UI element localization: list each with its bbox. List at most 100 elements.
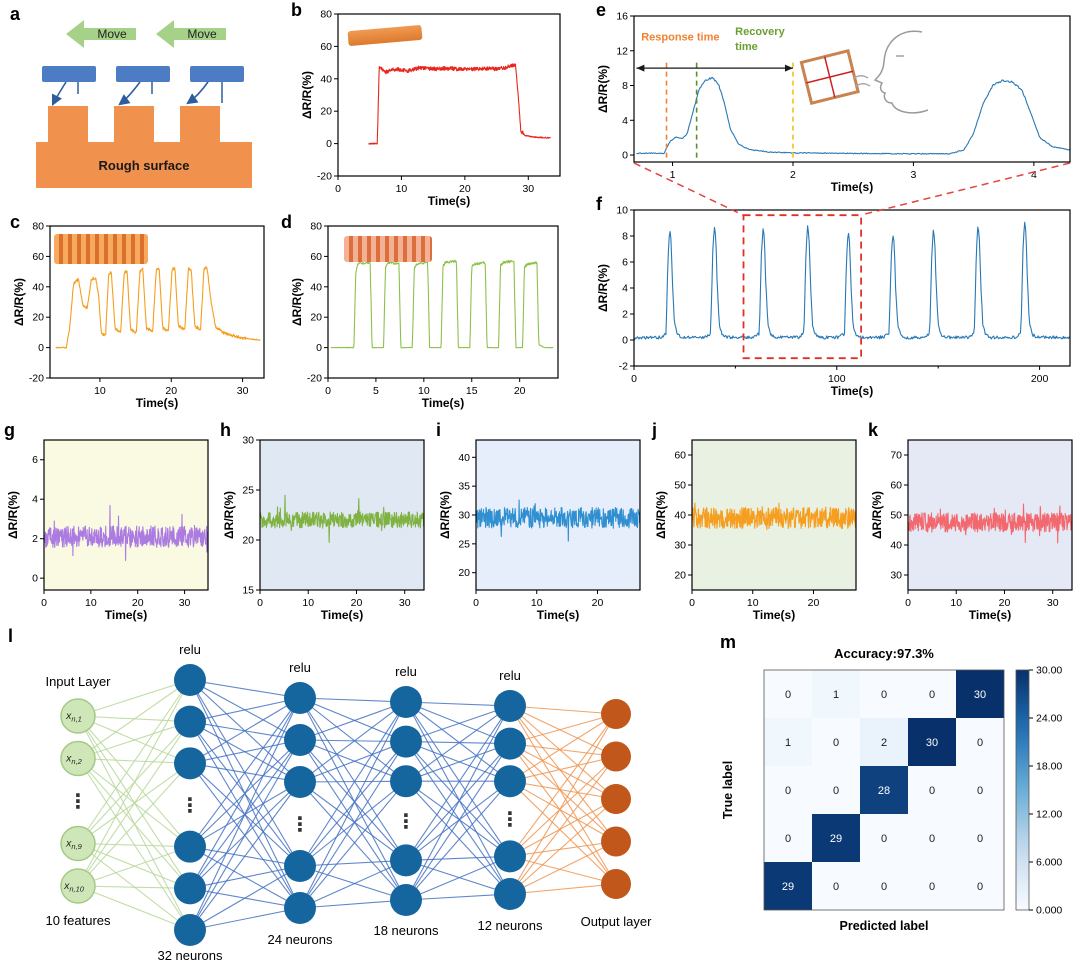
svg-text:0.000: 0.000 (1036, 905, 1062, 917)
breath-arc (854, 83, 871, 88)
svg-text:Time(s): Time(s) (831, 180, 873, 194)
chart-j: 0 10 20 20 30 40 50 60 Time(s) ΔR/R(%) (650, 432, 864, 622)
panel-label-j: j (652, 420, 658, 440)
svg-text:28: 28 (878, 785, 890, 797)
svg-text:Time(s): Time(s) (428, 194, 470, 208)
svg-text:0: 0 (833, 881, 839, 893)
svg-text:70: 70 (890, 450, 902, 462)
svg-text:20: 20 (459, 183, 471, 195)
panel-label-e: e (596, 0, 607, 20)
svg-text:20: 20 (674, 570, 686, 582)
contact-arrow (118, 81, 141, 106)
chart-b: 0 10 20 30 -20 0 20 40 60 80 Time(s) ΔR/R(%) (296, 6, 568, 208)
svg-text:1: 1 (833, 689, 839, 701)
svg-text:80: 80 (32, 221, 44, 233)
svg-text:6: 6 (622, 257, 628, 269)
svg-text:2: 2 (622, 309, 628, 321)
svg-text:40: 40 (320, 73, 332, 85)
rough-surface-label: Rough surface (98, 158, 189, 173)
svg-text:40: 40 (310, 281, 322, 293)
svg-text:0: 0 (316, 342, 322, 354)
svg-text:12: 12 (616, 45, 628, 57)
panel-f: 0 100 200 -2 0 2 4 6 8 10 Time(s) ΔR/R(%) (592, 202, 1078, 398)
panel-g: 0 10 20 30 0 2 4 6 Time(s) ΔR/R(%) (2, 432, 216, 622)
svg-text:ΔR/R(%): ΔR/R(%) (12, 278, 26, 326)
svg-text:5: 5 (373, 385, 379, 397)
panel-label-d: d (281, 212, 292, 232)
svg-text:relu: relu (179, 642, 201, 657)
svg-text:-20: -20 (29, 373, 44, 385)
move-arrow-icon (156, 20, 226, 48)
svg-text:0: 0 (335, 183, 341, 195)
svg-text:60: 60 (890, 480, 902, 492)
svg-text:ΔR/R(%): ΔR/R(%) (290, 278, 304, 326)
svg-text:30: 30 (890, 570, 902, 582)
svg-text:relu: relu (499, 668, 521, 683)
breath-illustration (799, 30, 929, 114)
svg-text:16: 16 (616, 11, 628, 23)
breath-arc (852, 75, 869, 80)
svg-text:ΔR/R(%): ΔR/R(%) (654, 491, 668, 539)
svg-text:30: 30 (237, 385, 249, 397)
svg-text:29: 29 (782, 881, 794, 893)
svg-text:18.00: 18.00 (1036, 761, 1062, 773)
svg-text:0: 0 (929, 689, 935, 701)
svg-text:ΔR/R(%): ΔR/R(%) (596, 264, 610, 312)
svg-text:relu: relu (289, 660, 311, 675)
svg-text:29: 29 (830, 833, 842, 845)
panel-l: xn,1 xn,2 ⋮ xn,9 xn,10 Input Layer 10 features… (6, 638, 714, 964)
svg-text:40: 40 (890, 540, 902, 552)
contact-arrow (51, 81, 67, 107)
svg-text:35: 35 (458, 481, 470, 493)
neural-network-diagram: xn,1 xn,2 ⋮ xn,9 xn,10 Input Layer 10 features… (6, 638, 714, 964)
svg-text:0: 0 (833, 737, 839, 749)
chart-c: 10 20 30 -20 0 20 40 60 80 Time(s) ΔR/R(%) (8, 218, 272, 410)
slider-block (116, 66, 170, 82)
panel-label-c: c (10, 212, 21, 232)
panel-label-l: l (8, 626, 14, 646)
svg-text:0: 0 (41, 597, 47, 609)
svg-text:30.00: 30.00 (1036, 665, 1062, 677)
svg-text:40: 40 (458, 452, 470, 464)
svg-text:30: 30 (1047, 597, 1059, 609)
svg-text:Recovery: Recovery (735, 26, 785, 38)
svg-text:4: 4 (1031, 169, 1037, 181)
contact-arrow (186, 81, 209, 105)
face-profile (873, 30, 929, 114)
svg-text:30: 30 (399, 597, 411, 609)
svg-text:15: 15 (242, 585, 254, 597)
svg-text:0: 0 (977, 833, 983, 845)
panel-label-m: m (720, 632, 737, 652)
svg-text:ΔR/R(%): ΔR/R(%) (222, 491, 236, 539)
svg-text:-2: -2 (619, 361, 628, 373)
svg-text:0: 0 (929, 833, 935, 845)
svg-text:80: 80 (320, 9, 332, 21)
svg-text:10: 10 (950, 597, 962, 609)
svg-text:24 neurons: 24 neurons (267, 932, 333, 947)
panel-c: 10 20 30 -20 0 20 40 60 80 Time(s) ΔR/R(%) (8, 218, 272, 410)
svg-text:10: 10 (747, 597, 759, 609)
svg-text:20: 20 (592, 597, 604, 609)
panel-m: Accuracy:97.3% 0 1 0 0 30 1 0 2 30 0 0 0 28 0 0 0 29 0 0 0 29… (714, 644, 1078, 962)
surface-tooth (180, 106, 220, 144)
svg-text:10: 10 (531, 597, 543, 609)
svg-text:Time(s): Time(s) (831, 384, 873, 398)
svg-text:25: 25 (242, 485, 254, 497)
svg-text:50: 50 (890, 510, 902, 522)
svg-text:ΔR/R(%): ΔR/R(%) (300, 71, 314, 119)
svg-text:0: 0 (32, 573, 38, 585)
svg-text:1: 1 (670, 169, 676, 181)
svg-text:0: 0 (689, 597, 695, 609)
panel-label-h: h (220, 420, 231, 440)
svg-text:0: 0 (785, 689, 791, 701)
svg-text:0: 0 (905, 597, 911, 609)
svg-text:Input Layer: Input Layer (45, 674, 111, 689)
svg-text:30: 30 (242, 435, 254, 447)
surface-base (36, 142, 252, 188)
svg-text:20: 20 (808, 597, 820, 609)
svg-text:10: 10 (396, 183, 408, 195)
svg-text:24.00: 24.00 (1036, 713, 1062, 725)
svg-text:10: 10 (616, 205, 628, 217)
chart-f: 0 100 200 -2 0 2 4 6 8 10 Time(s) ΔR/R(%) (592, 202, 1078, 398)
